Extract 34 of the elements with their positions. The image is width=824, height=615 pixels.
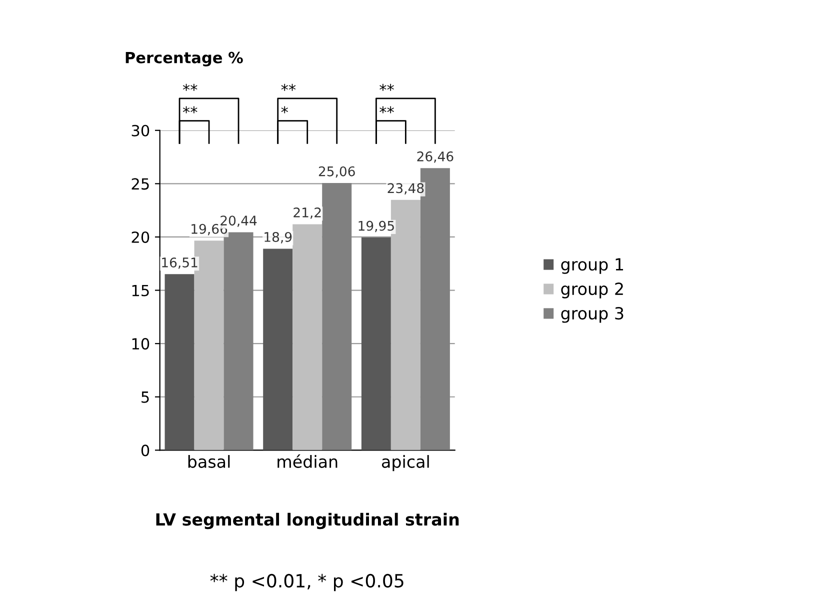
text: **	[380, 84, 394, 91]
y-tick-label: 20	[132, 231, 150, 243]
text: **	[281, 84, 296, 91]
x-axis-title: LV segmental longitudinal strain	[156, 512, 459, 530]
data-label: 26,46	[417, 151, 454, 163]
legend-label: group 2	[561, 282, 623, 298]
y-tick-label: 30	[132, 124, 150, 136]
bar	[164, 274, 194, 450]
y-tick-label: 10	[132, 338, 150, 350]
y-tick-label: 15	[132, 284, 149, 296]
data-label: 21,2	[294, 207, 321, 219]
x-tick-label: médian	[278, 454, 338, 468]
data-label: 25,06	[318, 166, 355, 178]
legend-label: group 1	[561, 258, 624, 274]
data-label: 19,95	[358, 220, 394, 232]
bar	[322, 183, 352, 450]
bar	[292, 224, 322, 450]
bar	[361, 238, 391, 450]
text: **	[182, 84, 198, 91]
text: ** p <0.01, * p <0.05	[210, 574, 404, 592]
text: *	[281, 106, 288, 114]
x-tick-label: basal	[188, 455, 230, 468]
text: **	[182, 106, 198, 114]
y-tick-label: 0	[141, 444, 150, 456]
data-label: 23,48	[388, 183, 424, 195]
x-tick-label: apical	[382, 455, 429, 472]
y-tick-label: 25	[132, 178, 149, 190]
data-label: 18,9	[264, 232, 292, 244]
y-tick-label: 5	[142, 392, 149, 403]
bar	[263, 248, 293, 450]
legend-label: group 3	[561, 306, 624, 323]
data-label: 16,51	[162, 257, 198, 269]
text: **	[380, 106, 394, 114]
y-axis-title: Percentage %	[126, 52, 243, 66]
